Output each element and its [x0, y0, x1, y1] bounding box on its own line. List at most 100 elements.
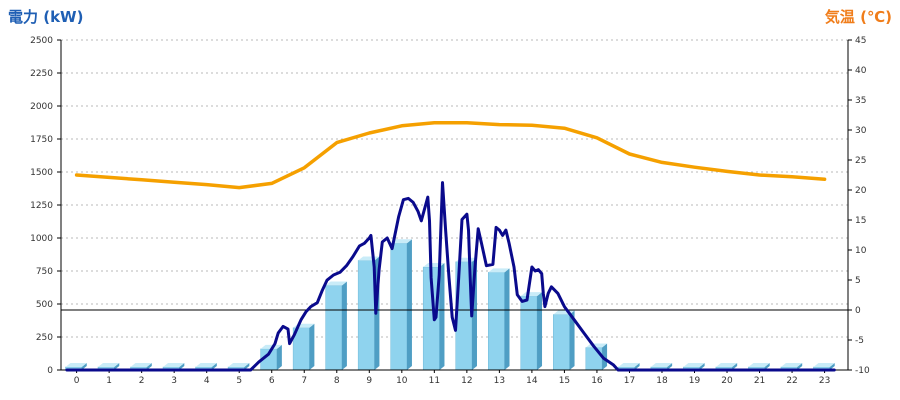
- bar-front: [520, 295, 538, 371]
- bar-top: [65, 363, 87, 367]
- bar-top: [618, 363, 640, 367]
- bar-side: [634, 363, 640, 370]
- bar-side: [211, 363, 217, 370]
- x-tick-label: 16: [591, 376, 603, 386]
- bar-front: [390, 243, 408, 371]
- gridlines: [61, 39, 848, 338]
- x-tick-label: 18: [656, 376, 668, 386]
- bar-side: [602, 343, 608, 370]
- bar-side: [244, 363, 250, 370]
- left-tick-label: 1500: [30, 168, 53, 178]
- right-tick-label: 10: [855, 246, 867, 256]
- x-tick-label: 9: [366, 376, 372, 386]
- bar-top: [195, 363, 217, 367]
- series-lines: [65, 121, 836, 372]
- bar-top: [813, 363, 835, 367]
- bar-side: [764, 363, 770, 370]
- bar-top: [228, 363, 250, 367]
- bar: [553, 310, 575, 371]
- x-tick-label: 7: [301, 376, 307, 386]
- left-axis-title: 電力 (kW): [8, 8, 83, 26]
- right-tick-label: 30: [855, 126, 867, 136]
- left-tick-label: 2250: [30, 69, 53, 79]
- x-tick-label: 3: [171, 376, 177, 386]
- right-axis-title: 気温 (℃): [825, 8, 892, 26]
- x-tick-label: 19: [689, 376, 701, 386]
- bar-top: [488, 268, 510, 273]
- bar-side: [276, 344, 282, 370]
- bar-top: [683, 363, 705, 367]
- bar-top: [780, 363, 803, 367]
- tick-labels: 0 250 500 750 1000 1250 1500 1750 20 0 0 2250 2500 -1…: [30, 36, 870, 386]
- left-tick-label: 1250: [30, 201, 53, 211]
- bar-side: [81, 363, 87, 370]
- bar-top: [163, 363, 185, 367]
- x-tick-label: 17: [624, 376, 635, 386]
- left-tick-label: 1000: [30, 234, 53, 244]
- left-tick-label: 1750: [30, 135, 53, 145]
- bar-top: [520, 292, 543, 297]
- x-tick-label: 15: [559, 376, 570, 386]
- bar-side: [179, 363, 185, 370]
- bar: [390, 239, 412, 371]
- temperature-line: [74, 121, 827, 190]
- bar: [487, 268, 510, 371]
- bar: [260, 344, 282, 371]
- x-tick-label: 4: [204, 376, 210, 386]
- bar: [520, 292, 543, 371]
- bar-side: [537, 292, 543, 370]
- bar: [422, 263, 445, 371]
- right-tick-label: 15: [855, 216, 866, 226]
- bar-side: [146, 363, 152, 370]
- bar: [325, 281, 347, 371]
- right-tick-label: 5: [855, 276, 861, 286]
- bar-side: [309, 323, 315, 370]
- left-tick-label: 500: [36, 300, 53, 310]
- bar-side: [406, 239, 412, 370]
- bar-side: [504, 268, 510, 370]
- right-tick-label: 45: [855, 36, 866, 46]
- bar-front: [357, 260, 375, 371]
- bar-top: [650, 363, 673, 367]
- right-tick-label: 0: [855, 306, 861, 316]
- right-tick-label: 25: [855, 156, 866, 166]
- x-tick-label: 5: [236, 376, 242, 386]
- right-tick-label: -10: [855, 366, 870, 376]
- bar-side: [797, 363, 803, 370]
- left-tick-label: 750: [36, 267, 53, 277]
- left-tick-label: 0: [47, 366, 53, 376]
- bar-front: [325, 285, 343, 371]
- right-tick-label: 20: [855, 186, 867, 196]
- bar-side: [829, 363, 835, 370]
- right-tick-label: -5: [855, 336, 864, 346]
- bar-side: [667, 363, 673, 370]
- bar-top: [390, 239, 412, 244]
- right-tick-label: 35: [855, 96, 866, 106]
- bar-side: [699, 363, 705, 370]
- x-tick-label: 10: [396, 376, 408, 386]
- bar-top: [325, 281, 347, 286]
- bar-side: [732, 363, 738, 370]
- x-tick-label: 20: [721, 376, 733, 386]
- bar-top: [130, 363, 152, 367]
- x-tick-label: 6: [269, 376, 275, 386]
- left-tick-label: 250: [36, 333, 53, 343]
- bar-side: [569, 310, 575, 370]
- power-line: [65, 181, 836, 372]
- x-tick-label: 8: [334, 376, 340, 386]
- bar-top: [715, 363, 738, 367]
- x-tick-label: 1: [106, 376, 112, 386]
- bar-front: [487, 272, 505, 371]
- bar-side: [439, 263, 445, 370]
- x-tick-label: 0: [74, 376, 80, 386]
- bar-top: [748, 363, 770, 367]
- x-tick-label: 14: [526, 376, 538, 386]
- x-tick-label: 12: [461, 376, 472, 386]
- right-tick-label: 40: [855, 66, 867, 76]
- x-tick-label: 22: [786, 376, 797, 386]
- left-tick-label: 2500: [30, 36, 53, 46]
- x-tick-label: 13: [494, 376, 505, 386]
- x-tick-label: 11: [429, 376, 440, 386]
- bar-side: [114, 363, 120, 370]
